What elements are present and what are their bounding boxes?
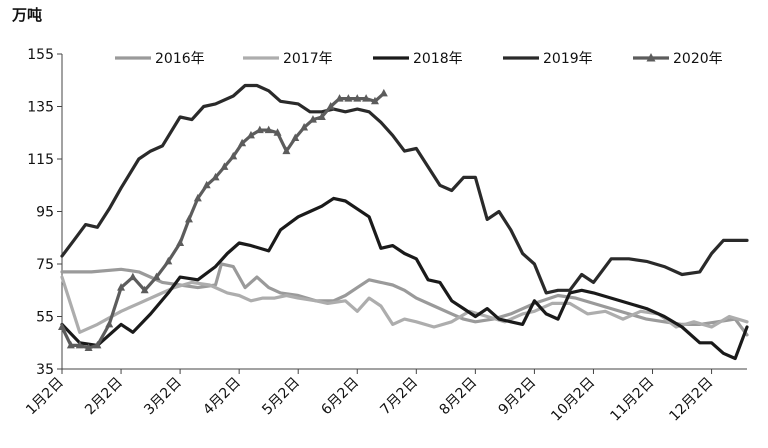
series-point-4 [353, 94, 362, 102]
series-point-4 [176, 238, 185, 246]
series-point-4 [193, 193, 202, 202]
series-point-4 [117, 283, 126, 291]
x-tick-label: 7月2日 [377, 375, 421, 419]
series-point-4 [93, 340, 102, 349]
series-line-2 [60, 196, 749, 361]
x-tick-label: 5月2日 [259, 375, 303, 419]
legend-label: 2020年 [673, 51, 723, 67]
series-point-4 [300, 123, 309, 131]
y-tick-label: 95 [36, 205, 54, 221]
series-point-4 [202, 180, 211, 189]
series-layer [58, 83, 749, 361]
series-point-4 [164, 256, 173, 265]
legend-label: 2017年 [283, 51, 333, 67]
series-point-4 [184, 214, 193, 223]
x-tick-label: 6月2日 [318, 375, 362, 419]
series-point-4 [291, 133, 300, 141]
series-point-4 [335, 94, 344, 102]
series-point-4 [370, 96, 379, 105]
series-point-4 [317, 112, 326, 120]
x-tick-label: 9月2日 [496, 375, 540, 419]
series-point-4 [105, 319, 114, 328]
x-tick-label: 4月2日 [200, 375, 244, 419]
x-tick-label: 1月2日 [23, 375, 67, 419]
series-point-4 [152, 272, 161, 281]
series-point-4 [140, 285, 149, 294]
series-point-4 [344, 94, 353, 102]
series-point-4 [326, 102, 335, 110]
y-tick-label: 155 [27, 47, 54, 63]
series-point-4 [66, 340, 75, 349]
series-point-4 [75, 340, 84, 349]
axes: 35 55 75 95 115 135 155 1月2日 2月2日 3月2日 4月2日 5月2日 6月2… [23, 47, 747, 425]
legend-label: 2018年 [413, 51, 463, 67]
series-point-4 [362, 94, 371, 102]
series-point-4 [128, 272, 137, 281]
legend-marker [646, 53, 656, 62]
series-point-4 [238, 138, 247, 147]
series-point-4 [379, 88, 388, 97]
series-point-4 [255, 125, 264, 134]
y-tick-label: 115 [27, 152, 54, 168]
legend-label: 2016年 [155, 51, 205, 67]
legend: 2016年 2017年 2018年 2019年 2020年 [115, 51, 723, 67]
x-tick-label: 3月2日 [141, 375, 185, 419]
series-point-4 [229, 151, 238, 160]
x-tick-label: 10月2日 [548, 375, 598, 425]
series-point-4 [246, 130, 255, 139]
legend-label: 2019年 [543, 51, 593, 67]
y-tick-label: 75 [36, 257, 54, 273]
series-line-1 [60, 275, 749, 334]
series-point-4 [220, 162, 229, 170]
x-tick-label: 8月2日 [436, 375, 480, 419]
y-tick-label: 55 [36, 310, 54, 326]
series-point-4 [282, 146, 291, 155]
y-tick-label: 35 [36, 362, 54, 378]
series-point-4 [58, 322, 66, 330]
y-tick-label: 135 [27, 100, 54, 116]
series-line-3 [60, 83, 749, 295]
series-line-4 [60, 91, 386, 350]
series-point-4 [308, 115, 317, 123]
x-tick-label: 12月2日 [666, 375, 716, 425]
series-line-0 [60, 262, 749, 337]
x-tick-label: 2月2日 [82, 375, 126, 419]
series-point-4 [273, 128, 282, 136]
series-point-4 [84, 343, 93, 351]
series-point-4 [211, 172, 220, 181]
series-point-4 [264, 125, 273, 134]
unit-label: 万吨 [12, 6, 43, 24]
x-tick-label: 11月2日 [607, 375, 657, 425]
